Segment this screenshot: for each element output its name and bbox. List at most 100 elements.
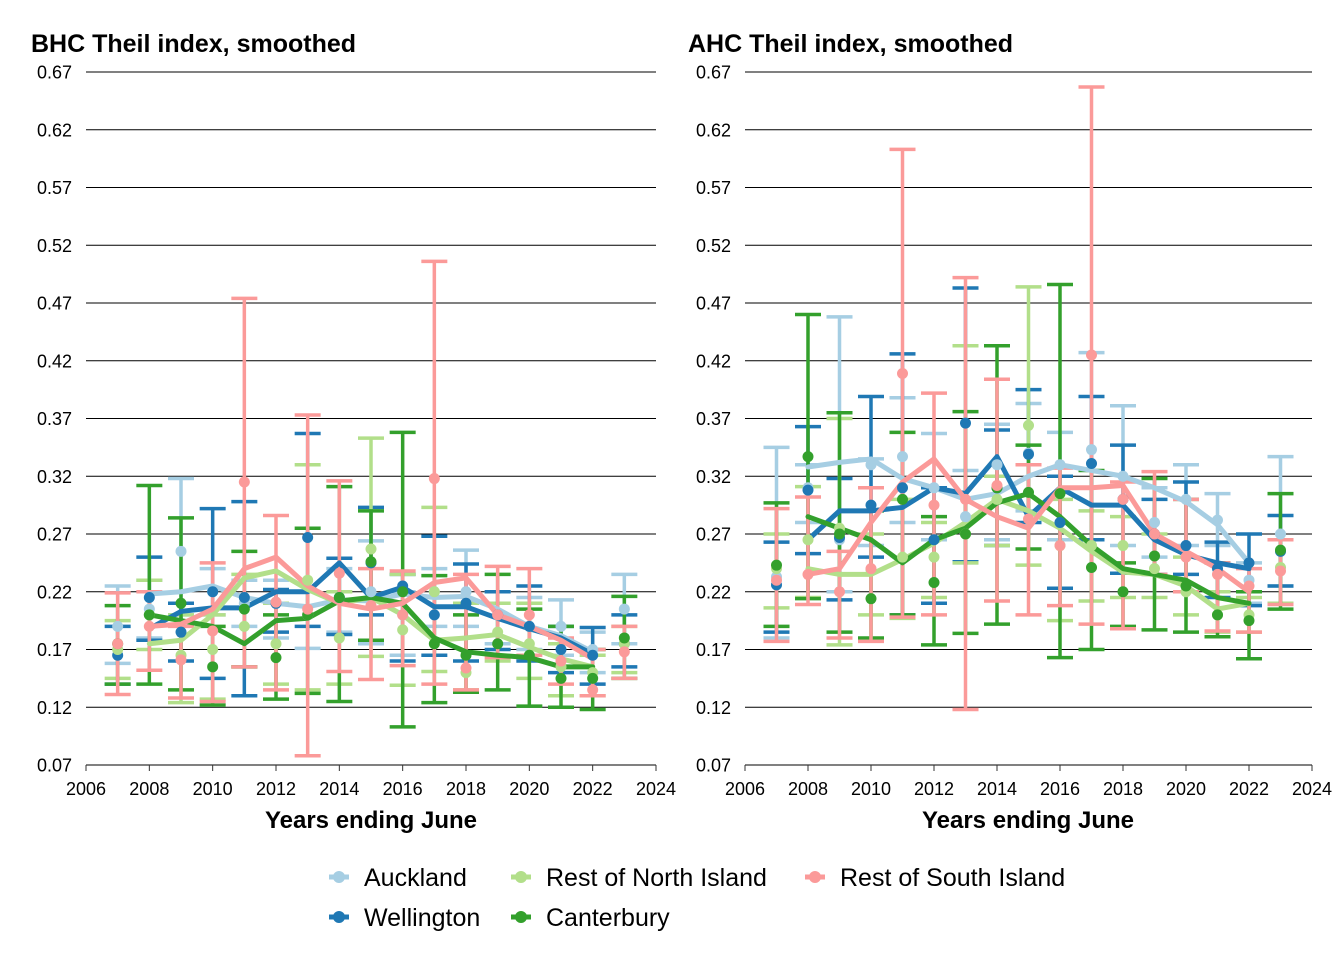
bhc-auckland-point-2009 <box>175 545 187 557</box>
ahc-rest-of-north-island-point-2019 <box>1149 563 1160 575</box>
ahc-wellington-point-2017 <box>1086 458 1097 470</box>
bhc-rest-of-south-island-points <box>112 473 630 696</box>
bhc-x-tick-label: 2008 <box>129 779 169 799</box>
ahc-canterbury-points <box>771 451 1286 627</box>
bhc-rest-of-south-island-point-2008 <box>143 620 155 632</box>
bhc-rest-of-south-island-point-2019 <box>492 609 504 621</box>
legend-key-marker <box>515 911 527 923</box>
bhc-x-axis-label: Years ending June <box>265 807 477 834</box>
legend-label: Canterbury <box>546 904 670 932</box>
ahc-rest-of-south-island-point-2020 <box>1180 551 1192 563</box>
ahc-rest-of-south-island-point-2016 <box>1054 540 1066 552</box>
bhc-rest-of-south-island-point-2011 <box>238 476 250 488</box>
ahc-x-tick-label: 2016 <box>1040 779 1080 799</box>
bhc-x-tick-label: 2018 <box>446 779 486 799</box>
bhc-canterbury-point-2009 <box>175 597 187 609</box>
bhc-auckland-point-2007 <box>112 620 124 632</box>
ahc-rest-of-south-island-errorbars <box>763 85 1294 712</box>
ahc-plot: 0.07 0.12 0.17 0.22 0.27 0.32 0.37 0.42 0.47 0.52… <box>696 63 1332 800</box>
bhc-auckland-point-2023 <box>618 603 630 615</box>
ahc-wellington-point-2016 <box>1054 516 1066 528</box>
bhc-rest-of-south-island-point-2014 <box>333 567 345 579</box>
chart-panels: 0.07 0.12 0.17 0.22 0.27 0.32 0.37 0.42 0.47 0.52… <box>37 63 1332 800</box>
ahc-auckland-point-2020 <box>1180 493 1192 505</box>
bhc-x-tick-label: 2022 <box>573 779 613 799</box>
ahc-wellington-point-2013 <box>960 417 971 429</box>
bhc-rest-of-north-island-point-2014 <box>333 632 345 644</box>
ahc-canterbury-point-2017 <box>1086 561 1097 573</box>
bhc-rest-of-north-island-point-2017 <box>428 586 440 598</box>
ahc-canterbury-point-2008 <box>802 451 814 463</box>
bhc-canterbury-smoothed-line <box>146 595 596 670</box>
ahc-rest-of-south-island-errorbar-2008 <box>795 495 821 607</box>
bhc-canterbury-point-2022 <box>587 672 599 684</box>
legend-item-canterbury: Canterbury <box>511 904 670 932</box>
ahc-x-tick-label: 2008 <box>788 779 828 799</box>
legend-item-rest-of-north-island: Rest of North Island <box>511 864 767 892</box>
bhc-rest-of-south-island-point-2013 <box>302 603 314 615</box>
ahc-y-tick-label: 0.47 <box>696 294 731 314</box>
bhc-canterbury-point-2019 <box>492 638 504 650</box>
bhc-rest-of-north-island-point-2010 <box>207 644 219 655</box>
bhc-canterbury-point-2021 <box>555 672 567 684</box>
bhc-y-tick-label: 0.37 <box>37 409 72 429</box>
ahc-canterbury-point-2019 <box>1149 550 1160 562</box>
ahc-x-tick-label: 2020 <box>1166 779 1206 799</box>
bhc-canterbury-point-2023 <box>618 632 630 644</box>
bhc-x-tick-label: 2024 <box>636 779 676 799</box>
ahc-canterbury-point-2010 <box>865 593 877 605</box>
ahc-wellington-point-2022 <box>1243 557 1255 569</box>
bhc-rest-of-north-island-point-2020 <box>523 638 535 650</box>
bhc-rest-of-south-island-errorbar-2017 <box>421 259 448 686</box>
bhc-wellington-point-2022 <box>587 649 599 661</box>
ahc-rest-of-south-island-point-2009 <box>834 586 845 598</box>
ahc-auckland-point-2013 <box>960 511 971 523</box>
ahc-rest-of-south-island-point-2015 <box>1023 513 1034 525</box>
ahc-auckland-point-2023 <box>1275 528 1286 540</box>
bhc-rest-of-north-island-point-2015 <box>365 543 377 555</box>
ahc-canterbury-point-2020 <box>1180 580 1192 592</box>
bhc-wellington-point-2010 <box>207 586 219 598</box>
ahc-auckland-point-2019 <box>1149 516 1160 528</box>
ahc-wellington-point-2011 <box>897 482 908 494</box>
ahc-canterbury-point-2023 <box>1275 544 1286 556</box>
bhc-auckland-point-2021 <box>555 620 567 632</box>
ahc-wellington-point-2012 <box>928 534 940 546</box>
ahc-auckland-point-2016 <box>1054 459 1066 471</box>
bhc-wellington-point-2009 <box>175 626 187 638</box>
bhc-wellington-point-2021 <box>555 644 567 655</box>
bhc-wellington-point-2013 <box>302 531 314 543</box>
ahc-canterbury-point-2007 <box>771 559 782 571</box>
bhc-x-tick-label: 2020 <box>509 779 549 799</box>
ahc-auckland-smoothed-line <box>805 456 1252 566</box>
ahc-x-tick-label: 2006 <box>725 779 765 799</box>
ahc-rest-of-south-island-errorbar-2011 <box>889 147 916 619</box>
bhc-wellington-point-2011 <box>238 592 250 604</box>
bhc-x-tick-label: 2012 <box>256 779 296 799</box>
bhc-rest-of-south-island-point-2010 <box>207 625 219 637</box>
ahc-y-tick-label: 0.37 <box>696 409 731 429</box>
bhc-canterbury-point-2015 <box>365 556 377 568</box>
legend-item-rest-of-south-island: Rest of South Island <box>805 864 1065 892</box>
bhc-wellington-point-2020 <box>523 620 535 632</box>
legend-item-wellington: Wellington <box>329 904 480 932</box>
bhc-x-tick-label: 2010 <box>193 779 233 799</box>
ahc-x-tick-label: 2012 <box>914 779 954 799</box>
ahc-rest-of-south-island-smoothed-line <box>805 456 1252 595</box>
bhc-y-tick-label: 0.07 <box>37 756 72 776</box>
legend-item-auckland: Auckland <box>329 864 467 892</box>
legend-label: Wellington <box>364 904 480 932</box>
ahc-rest-of-south-island-point-2010 <box>865 563 877 575</box>
bhc-chart-title: BHC Theil index, smoothed <box>31 30 356 58</box>
bhc-wellington-point-2017 <box>428 609 440 621</box>
ahc-x-tick-label: 2022 <box>1229 779 1269 799</box>
ahc-rest-of-north-island-point-2017 <box>1086 540 1097 552</box>
legend-key-marker <box>333 911 345 923</box>
ahc-y-tick-label: 0.42 <box>696 351 731 371</box>
ahc-rest-of-north-island-smoothed-line <box>805 496 1252 612</box>
bhc-rest-of-north-island-point-2013 <box>302 574 314 586</box>
bhc-rest-of-south-island-point-2021 <box>555 655 567 667</box>
ahc-x-tick-label: 2024 <box>1292 779 1332 799</box>
ahc-wellington-point-2020 <box>1180 540 1192 552</box>
bhc-auckland-point-2015 <box>365 586 377 598</box>
